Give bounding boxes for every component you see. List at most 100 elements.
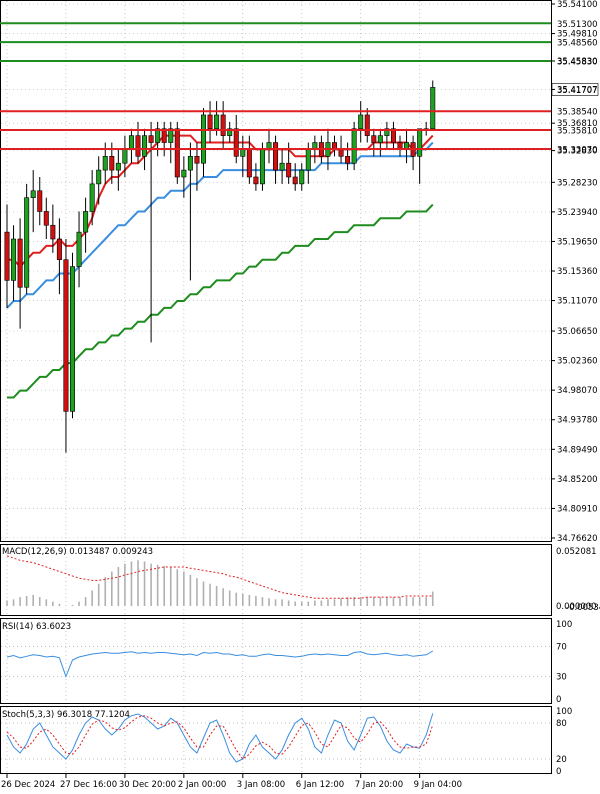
candle [17, 218, 23, 329]
candle-body [122, 149, 128, 164]
level-tag-label: 35.45830 [557, 57, 598, 67]
candle-body [102, 156, 108, 171]
rsi-label: RSI(14) 63.6023 [2, 622, 71, 632]
candle [174, 121, 180, 184]
candle-body [207, 114, 213, 130]
candle-body [371, 135, 377, 143]
stoch-tick-label: 20 [556, 755, 567, 765]
candle-body [417, 128, 423, 157]
stoch-tick-label: 0 [556, 767, 561, 777]
price-tick-label: 35.02360 [557, 357, 598, 367]
stoch-k-line [6, 713, 434, 763]
candle [4, 204, 10, 308]
price-tick-label: 34.93780 [557, 416, 598, 426]
candle [63, 239, 69, 453]
candle [56, 218, 62, 295]
price-tick-label: 35.28230 [557, 178, 598, 188]
candle-body [135, 135, 141, 157]
level-tag-bg [552, 124, 598, 137]
level-tag-bg [552, 142, 598, 155]
candle-body [142, 135, 148, 157]
candle-body [96, 169, 102, 185]
candle-body [30, 190, 36, 198]
candle [50, 204, 56, 253]
candle [187, 142, 193, 281]
stoch-label: Stoch(5,3,3) 96.3018 77.1204 [2, 710, 130, 720]
level-tag-label: 35.35810 [557, 127, 598, 137]
candle-body [246, 149, 252, 178]
candle-body [384, 128, 390, 136]
price-tick-label: 35.11070 [557, 297, 598, 307]
candle [96, 156, 102, 205]
level-tag-bg [552, 36, 598, 49]
macd-tick-label: -0.005345 [566, 603, 600, 613]
candle [227, 121, 233, 143]
price-tick-label: 34.80910 [557, 504, 598, 514]
price-tick-label: 34.76620 [557, 534, 598, 544]
time-tick-label: 3 Jan 08:00 [237, 780, 285, 790]
candle-body [351, 128, 357, 164]
level-tag-label: 35.51300 [557, 20, 598, 30]
candle-body [390, 128, 396, 143]
stoch-panel-frame [0, 706, 552, 774]
candle [70, 252, 76, 419]
level-tag-bg [552, 105, 598, 118]
candle-body [56, 238, 62, 260]
candle [273, 135, 279, 184]
mid-moving-average [6, 141, 434, 309]
candle [201, 108, 207, 177]
candle [253, 163, 259, 191]
candle-body [37, 190, 43, 212]
candle-body [259, 149, 265, 185]
candle-body [377, 135, 383, 143]
candle-body [181, 169, 187, 178]
candle [11, 225, 17, 302]
candle [43, 197, 49, 240]
price-panel-frame [0, 0, 552, 542]
candle [115, 149, 121, 191]
candle-body [279, 162, 285, 171]
rsi-line [6, 650, 434, 678]
candle-body [214, 114, 220, 130]
candle-body [24, 197, 30, 288]
rsi-panel-frame [0, 618, 552, 704]
candle-body [358, 114, 364, 130]
candle-body [17, 238, 23, 288]
candle [364, 108, 370, 143]
price-tick-label: 35.45830 [557, 57, 598, 67]
current-price-tag: 35.41707 [557, 86, 598, 96]
price-tick-label: 34.85200 [557, 475, 598, 485]
price-tick-label: 35.36810 [557, 119, 598, 129]
candle-body [345, 156, 351, 164]
price-tick-label: 35.19650 [557, 237, 598, 247]
candle-body [115, 162, 121, 171]
candle [371, 128, 377, 157]
candle-body [201, 114, 207, 164]
level-tag-bg [552, 54, 598, 67]
time-tick-label: 27 Dec 16:00 [60, 780, 117, 790]
macd-tick-label: 0.000000 [556, 602, 597, 612]
candle [292, 163, 298, 191]
horizontal-levels: 35.51300 35.48560 35.45830 35.38540 35.35810… [0, 17, 599, 155]
candle-body [174, 128, 180, 178]
rsi-tick-label: 100 [556, 620, 572, 630]
price-axis: 35.54100 35.49810 35.45830 35.41707 35.36810… [551, 0, 598, 544]
candle-body [194, 156, 200, 164]
candle-body [70, 266, 76, 412]
time-tick-label: 2 Jan 00:00 [178, 780, 226, 790]
candle-body [128, 135, 134, 150]
candle-body [227, 128, 233, 136]
candle-body [299, 169, 305, 185]
candle [279, 149, 285, 184]
stoch-tick-label: 80 [556, 719, 567, 729]
candle [168, 121, 174, 164]
candle-body [253, 176, 259, 185]
candle-body [168, 128, 174, 143]
time-tick-label: 6 Jan 12:00 [296, 780, 344, 790]
time-tick-label: 30 Dec 20:00 [119, 780, 176, 790]
candle-body [89, 183, 95, 212]
candle [161, 121, 167, 157]
candle-body [148, 135, 154, 143]
candle [89, 170, 95, 226]
price-tick-label: 34.98070 [557, 386, 598, 396]
